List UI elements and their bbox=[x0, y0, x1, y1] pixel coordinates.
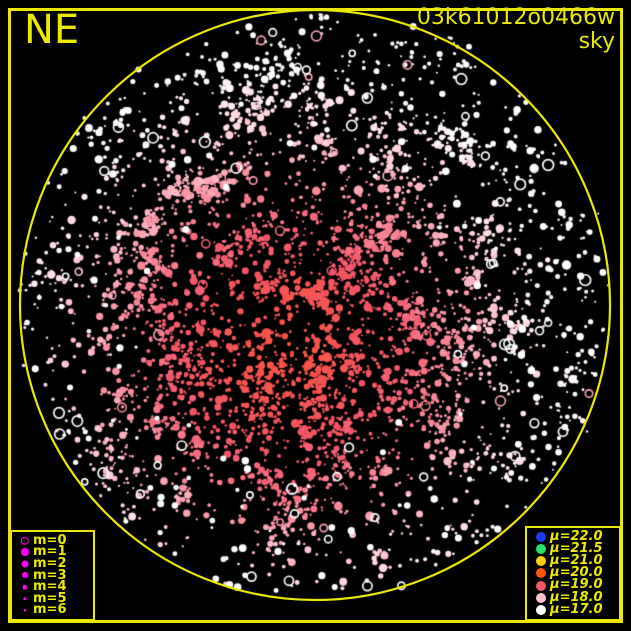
magnitude-legend-label: m=5 bbox=[33, 590, 67, 606]
surface-brightness-legend: μ=22.0 μ=21.5 μ=21.0 μ=20.0 μ=19.0 μ=18.0 μ=17… bbox=[525, 525, 621, 621]
brightness-legend-label: μ=18.0 bbox=[550, 589, 603, 605]
magnitude-legend-label: m=1 bbox=[33, 544, 67, 560]
color-swatch-icon bbox=[535, 556, 546, 567]
field-id-label: 03k61012o0466w bbox=[416, 5, 615, 30]
magnitude-legend-label: m=0 bbox=[33, 532, 67, 548]
brightness-swatch-20 bbox=[531, 567, 550, 579]
magnitude-legend-row: m=4 bbox=[16, 579, 88, 595]
magnitude-legend-label: m=2 bbox=[33, 556, 67, 572]
frame-type-label: sky bbox=[578, 29, 615, 54]
brightness-legend-row: μ=22.0 bbox=[531, 528, 614, 544]
star-marker-icon bbox=[23, 609, 26, 612]
color-swatch-icon bbox=[535, 543, 546, 554]
brightness-swatch-21-5 bbox=[531, 543, 550, 555]
magnitude-marker-5 bbox=[16, 593, 33, 605]
brightness-legend-row: μ=21.5 bbox=[531, 540, 614, 556]
brightness-legend-row: μ=21.0 bbox=[531, 553, 614, 569]
magnitude-legend: m=0 m=1 m=2 m=3 m=4 m=5 m=6 bbox=[10, 529, 95, 621]
magnitude-legend-label: m=6 bbox=[33, 602, 67, 618]
color-swatch-icon bbox=[535, 568, 546, 579]
star-marker-icon bbox=[22, 596, 27, 601]
brightness-legend-label: μ=19.0 bbox=[550, 577, 603, 593]
brightness-legend-row: μ=18.0 bbox=[531, 589, 614, 605]
magnitude-legend-row: m=6 bbox=[16, 604, 88, 616]
orientation-label: NE bbox=[24, 7, 80, 53]
magnitude-legend-label: m=4 bbox=[33, 579, 67, 595]
brightness-legend-label: μ=21.5 bbox=[550, 540, 603, 556]
color-swatch-icon bbox=[535, 531, 546, 542]
brightness-legend-label: μ=22.0 bbox=[550, 528, 603, 544]
brightness-legend-label: μ=17.0 bbox=[550, 601, 603, 617]
magnitude-legend-row: m=2 bbox=[16, 556, 88, 572]
star-marker-icon bbox=[20, 548, 29, 557]
star-marker-icon bbox=[21, 560, 28, 568]
brightness-legend-label: μ=20.0 bbox=[550, 565, 603, 581]
magnitude-marker-1 bbox=[16, 546, 33, 558]
brightness-swatch-22 bbox=[531, 531, 550, 543]
magnitude-marker-6 bbox=[16, 604, 33, 616]
magnitude-legend-row: m=5 bbox=[16, 590, 88, 606]
magnitude-legend-row: m=3 bbox=[16, 567, 88, 583]
magnitude-marker-0 bbox=[16, 535, 33, 547]
brightness-legend-row: μ=20.0 bbox=[531, 565, 614, 581]
magnitude-legend-row: m=0 bbox=[16, 532, 88, 548]
brightness-legend-label: μ=21.0 bbox=[550, 553, 603, 569]
brightness-swatch-18 bbox=[531, 592, 550, 604]
brightness-legend-row: μ=19.0 bbox=[531, 577, 614, 593]
color-swatch-icon bbox=[535, 592, 546, 603]
brightness-swatch-17 bbox=[531, 604, 550, 616]
star-marker-icon bbox=[21, 572, 28, 579]
magnitude-marker-2 bbox=[16, 558, 33, 570]
magnitude-marker-3 bbox=[16, 570, 33, 582]
star-marker-icon bbox=[20, 536, 29, 545]
brightness-swatch-19 bbox=[531, 579, 550, 591]
magnitude-legend-row: m=1 bbox=[16, 546, 88, 558]
magnitude-legend-label: m=3 bbox=[33, 567, 67, 583]
color-swatch-icon bbox=[535, 604, 546, 615]
brightness-swatch-21 bbox=[531, 555, 550, 567]
magnitude-marker-4 bbox=[16, 581, 33, 593]
star-marker-icon bbox=[22, 584, 27, 590]
brightness-legend-row: μ=17.0 bbox=[531, 601, 614, 617]
color-swatch-icon bbox=[535, 580, 546, 591]
